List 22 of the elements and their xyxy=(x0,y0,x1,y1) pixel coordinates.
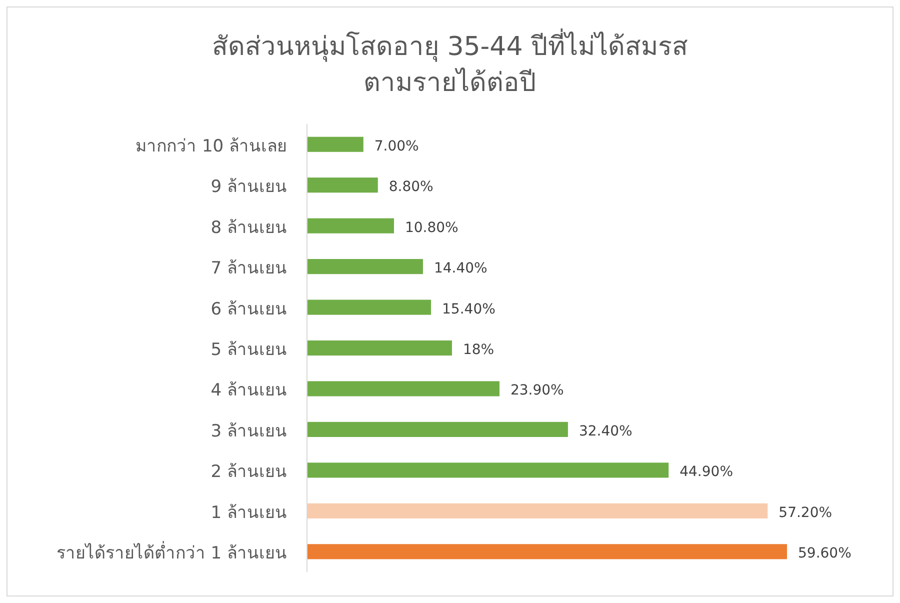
category-label: 1 ล้านเยน xyxy=(210,502,287,523)
data-label: 18% xyxy=(462,342,494,358)
data-label: 44.90% xyxy=(680,464,733,480)
data-label: 59.60% xyxy=(798,546,852,562)
category-label: 7 ล้านเยน xyxy=(210,258,287,279)
data-label: 15.40% xyxy=(442,301,496,318)
category-label: 5 ล้านเยน xyxy=(210,340,287,360)
category-label: รายได้รายได้ต่ำกว่า 1 ล้านเยน xyxy=(56,544,287,564)
category-label: 8 ล้านเยน xyxy=(210,218,287,238)
data-label: 8.80% xyxy=(388,179,434,196)
category-label: 2 ล้านเยน xyxy=(210,462,287,482)
category-label: 4 ล้านเยน xyxy=(210,380,287,401)
data-label: 57.20% xyxy=(778,504,832,521)
data-label: 7.00% xyxy=(374,138,419,154)
data-label: 10.80% xyxy=(404,220,458,236)
data-label: 23.90% xyxy=(510,382,564,399)
data-label: 14.40% xyxy=(434,260,488,277)
data-label: 32.40% xyxy=(578,423,632,440)
category-label: 6 ล้านเยน xyxy=(210,299,287,320)
category-label: 9 ล้านเยน xyxy=(210,177,287,198)
category-label: 3 ล้านเยน xyxy=(210,421,287,442)
category-label: มากกว่า 10 ล้านเลย xyxy=(136,136,287,156)
